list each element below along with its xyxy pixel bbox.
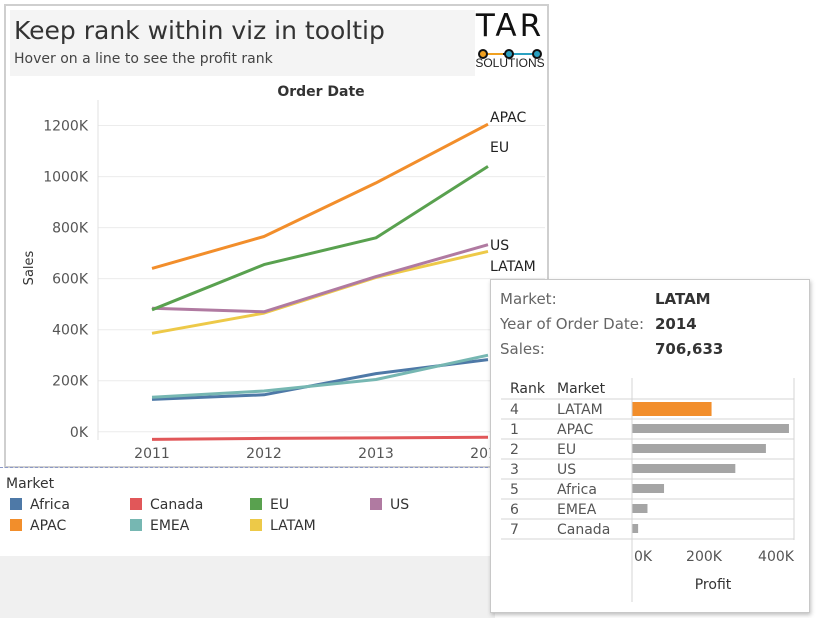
legend-item-eu[interactable]: EU xyxy=(250,497,289,515)
tooltip-market-label: Market: xyxy=(500,290,557,308)
x-axis-header: Order Date xyxy=(277,84,364,100)
profit-bar-africa xyxy=(632,484,665,493)
legend-item-latam[interactable]: LATAM xyxy=(250,518,316,536)
divider xyxy=(0,467,553,468)
y-tick-label: 200K xyxy=(52,374,89,390)
legend-item-africa[interactable]: Africa xyxy=(10,497,70,515)
title-band xyxy=(10,10,543,76)
market-header: Market xyxy=(557,381,606,397)
y-tick-label: 1200K xyxy=(43,119,89,135)
rank-header: Rank xyxy=(510,381,546,397)
empty-area xyxy=(0,556,495,618)
tooltip-year-label: Year of Order Date: xyxy=(500,315,645,333)
legend-item-emea[interactable]: EMEA xyxy=(130,518,189,536)
tooltip-year-value: 2014 xyxy=(655,315,697,333)
legend-item-canada[interactable]: Canada xyxy=(130,497,203,515)
market-value: APAC xyxy=(557,422,593,438)
logo-subtext: SOLUTIONS xyxy=(475,56,545,70)
legend-swatch-us xyxy=(370,498,382,510)
rank-value: 4 xyxy=(510,402,519,418)
logo-text: TAR xyxy=(475,8,545,44)
profit-bar-canada xyxy=(632,524,639,533)
legend-label: US xyxy=(390,497,410,513)
rank-value: 2 xyxy=(510,442,519,458)
legend-swatch-eu xyxy=(250,498,262,510)
profit-bar-apac xyxy=(632,424,789,433)
legend-swatch-canada xyxy=(130,498,142,510)
profit-bar-us xyxy=(632,464,736,473)
legend-item-us[interactable]: US xyxy=(370,497,409,515)
profit-rank-bar-chart: Rank Market 4 LATAM 1 APAC 2 EU 3 US 5 Africa 6 EMEA 7… xyxy=(501,378,795,602)
profit-bar-latam xyxy=(632,402,712,416)
rank-value: 6 xyxy=(510,502,519,518)
tooltip-sales-value: 706,633 xyxy=(655,340,724,358)
profit-bar-eu xyxy=(632,444,766,453)
series-end-label-us: US xyxy=(490,238,509,254)
market-value: US xyxy=(557,462,576,478)
legend-label: APAC xyxy=(30,518,67,534)
series-line-apac xyxy=(151,122,489,270)
legend-label: LATAM xyxy=(270,518,316,534)
profit-bar-emea xyxy=(632,504,648,513)
dashboard: Keep rank within viz in tooltip Hover on… xyxy=(0,0,553,536)
series-line-latam xyxy=(151,249,489,335)
legend-item-apac[interactable]: APAC xyxy=(10,518,66,536)
sales-line-chart[interactable]: Order DateSales0K200K400K600K800K1000K12… xyxy=(0,0,553,470)
series-line-us xyxy=(151,243,489,314)
series-end-label-eu: EU xyxy=(490,140,509,156)
logo-circuit-icon xyxy=(478,49,542,59)
market-value: LATAM xyxy=(557,402,603,418)
tooltip: Market: LATAM Year of Order Date: 2014 S… xyxy=(490,279,810,613)
market-value: Canada xyxy=(557,522,610,538)
market-value: EMEA xyxy=(557,502,597,518)
series-line-canada xyxy=(151,435,489,441)
legend-swatch-emea xyxy=(130,519,142,531)
profit-tick-label: 0K xyxy=(634,549,653,565)
y-tick-label: 800K xyxy=(52,221,89,237)
legend-label: Africa xyxy=(30,497,70,513)
series-line-emea xyxy=(151,353,489,399)
y-tick-label: 600K xyxy=(52,272,89,288)
profit-axis-label: Profit xyxy=(695,577,732,593)
y-tick-label: 0K xyxy=(70,425,89,441)
legend-swatch-apac xyxy=(10,519,22,531)
legend-label: EMEA xyxy=(150,518,190,534)
tooltip-market-value: LATAM xyxy=(655,290,711,308)
legend-label: Canada xyxy=(150,497,204,513)
page-title: Keep rank within viz in tooltip xyxy=(14,16,385,45)
market-value: EU xyxy=(557,442,576,458)
rank-value: 3 xyxy=(510,462,519,478)
y-axis-label: Sales xyxy=(22,250,37,285)
tar-solutions-logo: TAR SOLUTIONS xyxy=(475,8,545,76)
legend-label: EU xyxy=(270,497,290,513)
tooltip-sales-label: Sales: xyxy=(500,340,545,358)
x-tick-label: 2012 xyxy=(246,446,282,462)
series-end-label-apac: APAC xyxy=(490,110,526,126)
legend-swatch-africa xyxy=(10,498,22,510)
legend-title: Market xyxy=(6,476,55,492)
rank-value: 5 xyxy=(510,482,519,498)
rank-value: 1 xyxy=(510,422,519,438)
x-tick-label: 2013 xyxy=(358,446,394,462)
market-value: Africa xyxy=(557,482,597,498)
rank-value: 7 xyxy=(510,522,519,538)
x-tick-label: 2011 xyxy=(134,446,170,462)
y-tick-label: 1000K xyxy=(43,170,89,186)
y-tick-label: 400K xyxy=(52,323,89,339)
legend-swatch-latam xyxy=(250,519,262,531)
page-subtitle: Hover on a line to see the profit rank xyxy=(14,51,273,67)
series-end-label-latam: LATAM xyxy=(490,259,536,275)
series-line-eu xyxy=(151,165,489,312)
profit-tick-label: 400K xyxy=(758,549,795,565)
profit-tick-label: 200K xyxy=(686,549,723,565)
